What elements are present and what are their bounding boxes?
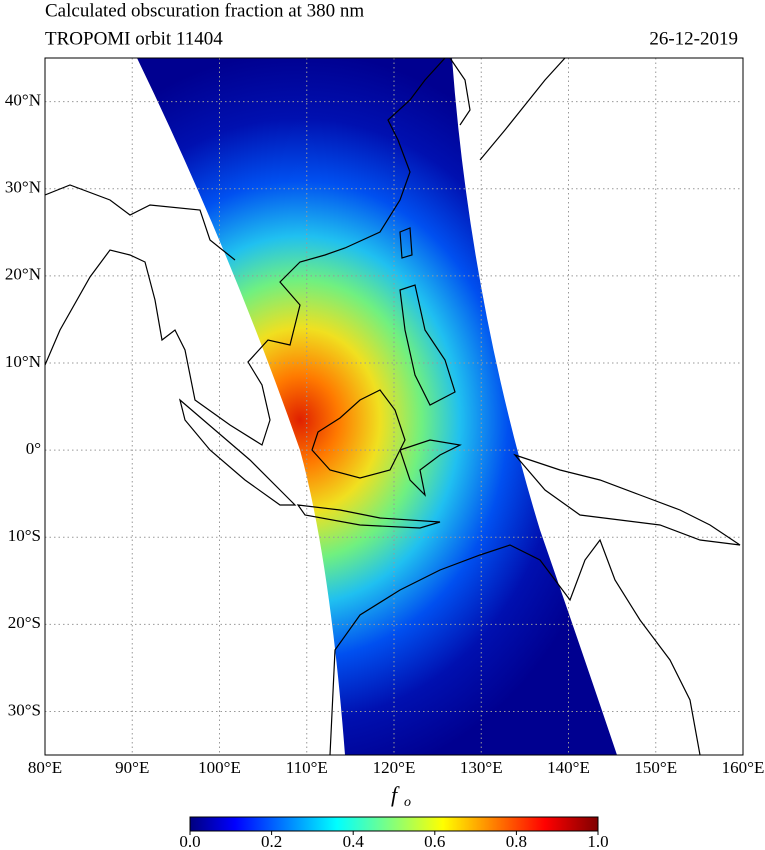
colorbar-label-subscript: o xyxy=(404,795,411,810)
y-tick-label: 40°N xyxy=(5,90,41,109)
coast-asia xyxy=(45,58,446,446)
coast-new-guinea xyxy=(513,453,741,546)
y-tick-label: 10°N xyxy=(5,352,41,371)
y-tick-label: 10°S xyxy=(8,526,41,545)
coast-australia xyxy=(329,538,701,755)
colorbar-tick-label: 0.6 xyxy=(424,832,445,850)
y-tick-label: 20°N xyxy=(5,265,41,284)
x-tick-label: 80°E xyxy=(28,758,62,777)
colorbar-tick-label: 0.0 xyxy=(179,832,200,850)
colorbar-tick-label: 0.2 xyxy=(261,832,282,850)
title: Calculated obscuration fraction at 380 n… xyxy=(45,0,364,21)
date: 26-12-2019 xyxy=(649,28,738,49)
x-tick-label: 150°E xyxy=(634,758,677,777)
coast-taiwan xyxy=(399,227,413,259)
coast-sulawesi xyxy=(399,439,462,497)
coast-korea-japan xyxy=(449,58,566,161)
coast-borneo xyxy=(311,389,406,479)
x-tick-label: 140°E xyxy=(547,758,590,777)
x-tick-label: 100°E xyxy=(198,758,241,777)
coast-indochina xyxy=(45,184,236,261)
y-tick-label: 30°S xyxy=(8,700,41,719)
map-frame xyxy=(44,57,744,756)
colorbar-label: f xyxy=(391,782,400,807)
coast-sumatra xyxy=(178,398,297,506)
grid xyxy=(44,58,744,755)
x-tick-label: 120°E xyxy=(373,758,416,777)
colorbar xyxy=(189,816,599,832)
coast-java xyxy=(296,504,441,529)
y-tick-label: 0° xyxy=(26,439,41,458)
y-tick-label: 20°S xyxy=(8,613,41,632)
colorbar-tick-label: 0.8 xyxy=(506,832,527,850)
y-tick-label: 30°N xyxy=(5,178,41,197)
coastlines xyxy=(45,58,741,755)
subtitle: TROPOMI orbit 11404 xyxy=(45,28,223,49)
obscuration-swath xyxy=(137,58,617,755)
x-tick-label: 90°E xyxy=(115,758,149,777)
coast-philippines xyxy=(399,284,456,406)
x-tick-label: 160°E xyxy=(722,758,765,777)
x-tick-label: 110°E xyxy=(286,758,328,777)
colorbar-tick-label: 1.0 xyxy=(587,832,608,850)
colorbar-tick-label: 0.4 xyxy=(343,832,365,850)
x-tick-label: 130°E xyxy=(460,758,503,777)
